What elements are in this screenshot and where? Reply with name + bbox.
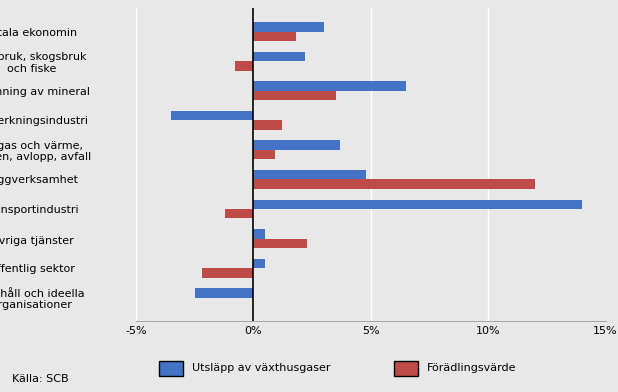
Text: Utsläpp av växthusgaser: Utsläpp av växthusgaser (192, 363, 331, 374)
Bar (253, 22, 324, 31)
FancyBboxPatch shape (159, 361, 183, 376)
Text: Förädlingsvärde: Förädlingsvärde (427, 363, 517, 374)
Text: Källa: SCB: Källa: SCB (12, 374, 69, 384)
Bar (253, 259, 265, 268)
FancyBboxPatch shape (394, 361, 418, 376)
Bar (253, 200, 582, 209)
Bar (253, 170, 366, 180)
Bar (225, 209, 253, 218)
Bar (253, 91, 336, 100)
Bar (195, 288, 253, 298)
Bar (253, 229, 265, 239)
Bar (253, 31, 295, 41)
Bar (253, 150, 274, 159)
Bar (171, 111, 253, 120)
Bar (235, 61, 253, 71)
Bar (253, 81, 406, 91)
Bar (253, 140, 341, 150)
Bar (253, 120, 282, 130)
Bar (201, 268, 253, 278)
Bar (253, 180, 535, 189)
Bar (253, 52, 305, 61)
Bar (253, 239, 307, 248)
